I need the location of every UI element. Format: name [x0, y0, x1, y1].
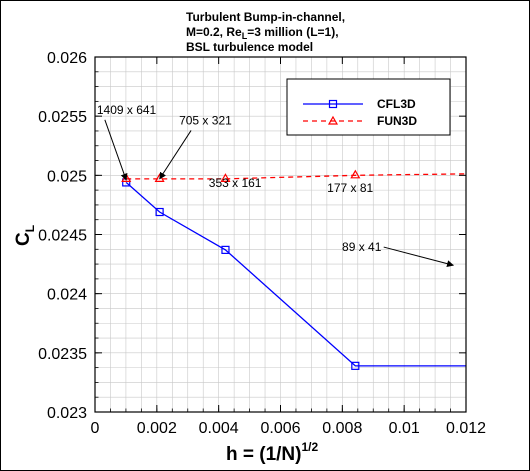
- x-tick-label: 0: [91, 420, 100, 437]
- legend-label-fun3d: FUN3D: [377, 114, 417, 128]
- legend-marker-fun3d: [327, 115, 339, 125]
- chart-title-line2: M=0.2, ReL=3 million (L=1),: [186, 25, 339, 41]
- legend: CFL3D FUN3D: [286, 78, 451, 136]
- x-axis-label-sup: 1/2: [301, 440, 318, 454]
- axis-ticks: 0 0.002 0.004 0.006 0.008 0.01 0.012 0.023 0.023…: [38, 50, 486, 437]
- x-axis-label-main: h = (1/N): [226, 444, 301, 465]
- legend-box: [286, 78, 451, 136]
- legend-label-cfl3d: CFL3D: [377, 97, 416, 111]
- y-axis-label: CL: [13, 225, 37, 246]
- annotation-label: 89 x 41: [342, 240, 382, 254]
- chart-title-line2-pre: M=0.2, Re: [186, 25, 242, 39]
- data-point-cfl3d: [351, 361, 360, 370]
- x-tick-label: 0.004: [199, 420, 239, 437]
- y-tick-label: 0.026: [47, 50, 87, 67]
- series-line-cfl3d: [125, 181, 466, 367]
- x-tick-label: 0.002: [137, 420, 177, 437]
- legend-marker-cfl3d: [328, 99, 338, 109]
- x-axis-label: h = (1/N)1/2: [226, 440, 318, 465]
- annotation-arrow: [159, 130, 192, 180]
- annotation-label: 353 x 161: [209, 176, 262, 190]
- chart-title-line2-sub: L: [242, 31, 248, 41]
- y-tick-label: 0.025: [47, 168, 87, 185]
- data-point-cfl3d: [221, 245, 230, 254]
- y-axis-label-sub: L: [23, 225, 37, 232]
- y-axis-label-main: C: [13, 232, 34, 246]
- y-tick-label: 0.0245: [38, 228, 87, 245]
- annotations: 1409 x 641 705 x 321 353 x 161 177 x 81 89 x…: [97, 103, 455, 268]
- annotation-label: 1409 x 641: [97, 103, 157, 117]
- x-tick-label: 0.008: [322, 420, 362, 437]
- series-layer: [121, 169, 466, 370]
- y-tick-label: 0.0235: [38, 346, 87, 363]
- data-point-cfl3d: [155, 207, 164, 217]
- annotation-arrow: [104, 119, 128, 181]
- x-tick-label: 0.01: [389, 420, 420, 437]
- annotation-arrow: [383, 246, 455, 268]
- x-tick-label: 0.012: [446, 420, 486, 437]
- annotation-label: 177 x 81: [327, 181, 373, 195]
- data-point-fun3d: [220, 173, 231, 182]
- chart-title-line2-post: =3 million (L=1),: [247, 25, 338, 39]
- y-tick-label: 0.024: [47, 287, 87, 304]
- data-point-fun3d: [350, 169, 361, 179]
- chart-title-line1: Turbulent Bump-in-channel,: [186, 10, 345, 24]
- series-line-fun3d: [126, 173, 466, 180]
- y-tick-label: 0.0255: [38, 109, 87, 126]
- annotation-label: 705 x 321: [179, 113, 232, 127]
- y-tick-label: 0.023: [47, 405, 87, 422]
- x-tick-label: 0.006: [260, 420, 300, 437]
- chart-title-line3: BSL turbulence model: [186, 40, 313, 54]
